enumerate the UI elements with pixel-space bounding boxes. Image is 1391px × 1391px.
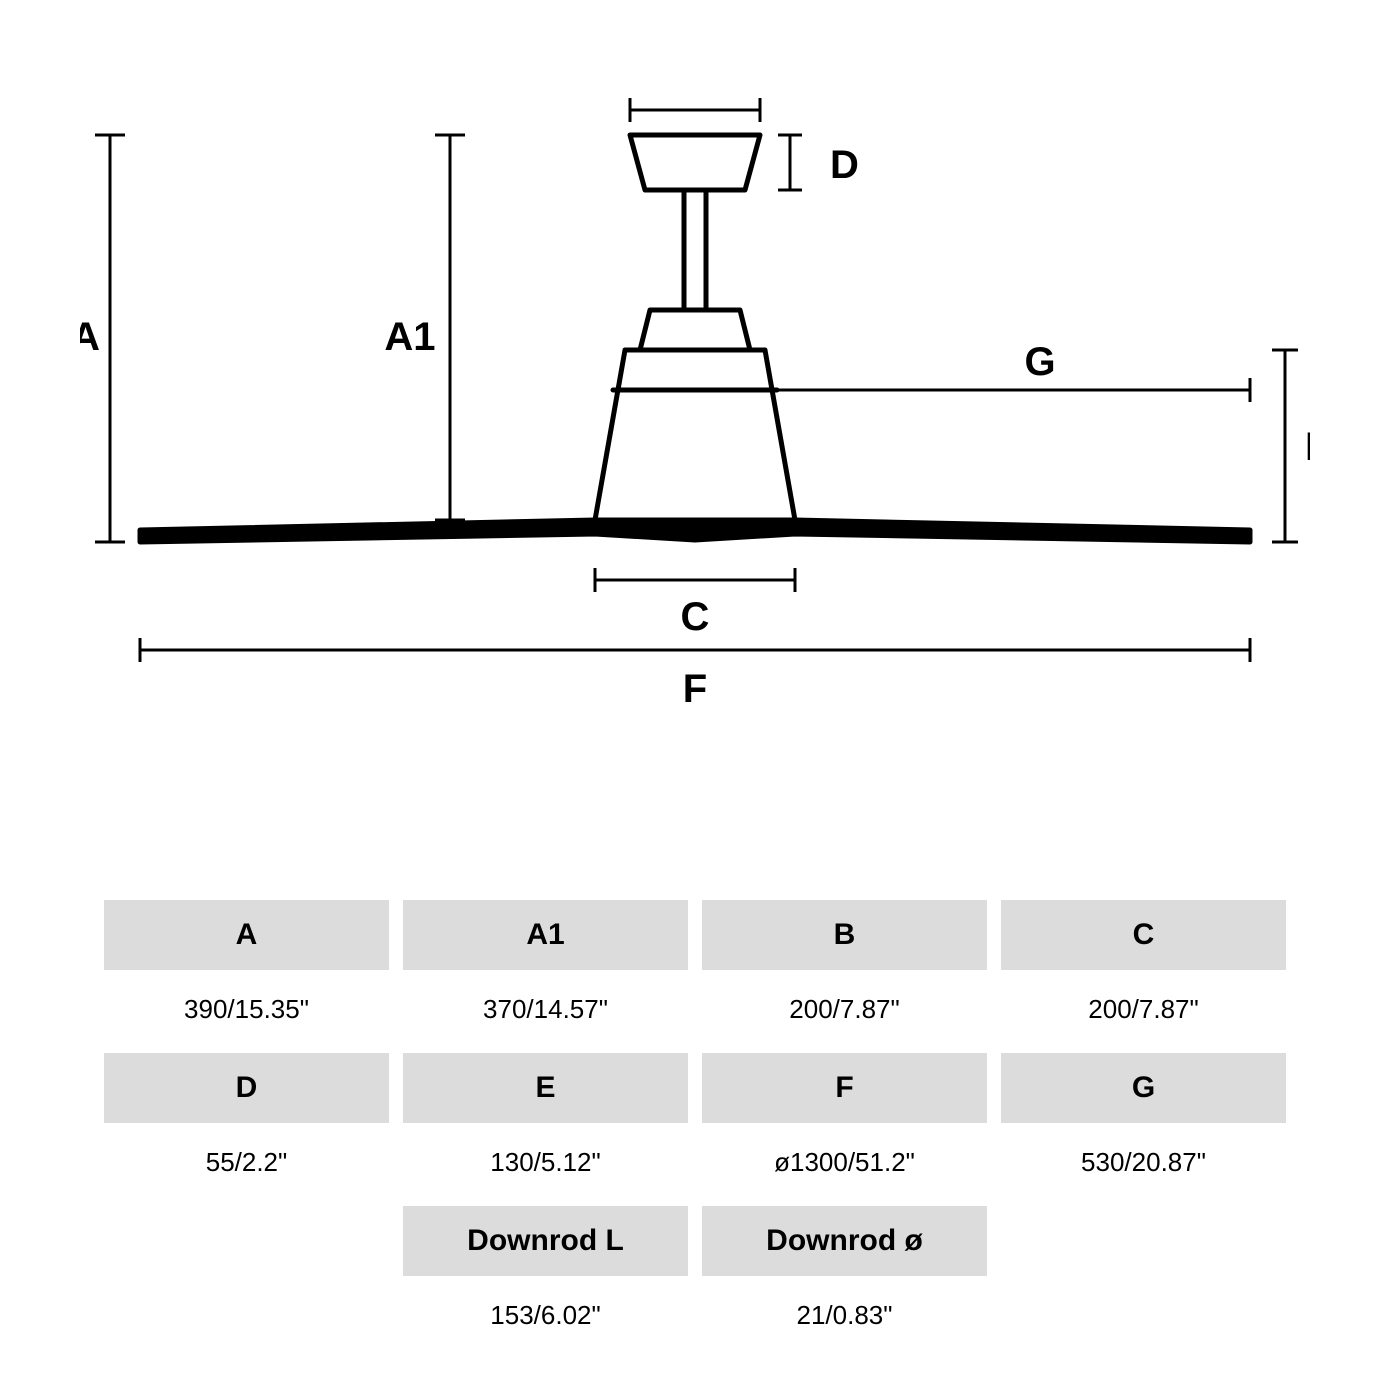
fan-schematic-svg: A A1 E D G B C F [80, 90, 1310, 710]
table-row: 55/2.2" 130/5.12" ø1300/51.2" 530/20.87" [95, 1133, 1295, 1206]
table-value: 390/15.35" [104, 980, 389, 1053]
table-value: 21/0.83" [702, 1286, 987, 1359]
table-row: D E F G [95, 1053, 1295, 1133]
table-value: 200/7.87" [702, 980, 987, 1053]
table-header: F [702, 1053, 987, 1123]
label-F: F [683, 667, 707, 710]
table-header: E [403, 1053, 688, 1123]
table-row: 153/6.02" 21/0.83" [95, 1286, 1295, 1359]
label-B: B [1305, 425, 1310, 469]
table-header: Downrod L [403, 1206, 688, 1276]
table-value: 153/6.02" [403, 1286, 688, 1359]
table-value: ø1300/51.2" [702, 1133, 987, 1206]
table-value: 130/5.12" [403, 1133, 688, 1206]
label-G: G [1024, 340, 1055, 384]
dimension-table: A A1 B C 390/15.35" 370/14.57" 200/7.87"… [95, 900, 1295, 1359]
table-row: A A1 B C [95, 900, 1295, 980]
table-header: D [104, 1053, 389, 1123]
table-value: 55/2.2" [104, 1133, 389, 1206]
table-value: 370/14.57" [403, 980, 688, 1053]
table-value: 200/7.87" [1001, 980, 1286, 1053]
label-A: A [80, 315, 100, 359]
table-header: G [1001, 1053, 1286, 1123]
label-A1: A1 [384, 315, 435, 359]
table-value: 530/20.87" [1001, 1133, 1286, 1206]
table-header: A1 [403, 900, 688, 970]
dimension-diagram: A A1 E D G B C F [80, 90, 1310, 710]
table-header: Downrod ø [702, 1206, 987, 1276]
label-D: D [830, 143, 859, 187]
table-row: Downrod L Downrod ø [95, 1206, 1295, 1286]
table-row: 390/15.35" 370/14.57" 200/7.87" 200/7.87… [95, 980, 1295, 1053]
table-header: A [104, 900, 389, 970]
table-header: C [1001, 900, 1286, 970]
label-C: C [681, 595, 710, 639]
table-header: B [702, 900, 987, 970]
